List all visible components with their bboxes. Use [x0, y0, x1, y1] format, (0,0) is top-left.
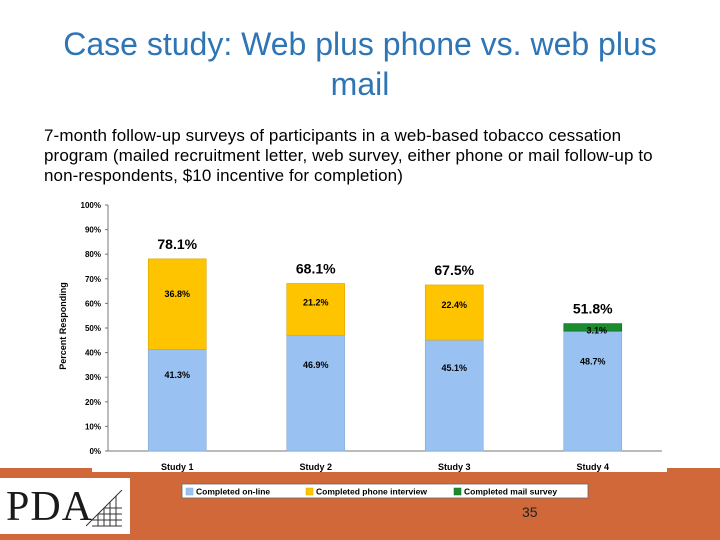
segment-data-label: 3.1% [586, 326, 607, 336]
legend-label: Completed on-line [196, 487, 270, 497]
legend-swatch [453, 487, 462, 496]
legend-label: Completed mail survey [464, 487, 557, 497]
y-tick-label: 20% [85, 398, 101, 407]
logo-text: PDA [6, 484, 94, 530]
y-tick-label: 100% [81, 201, 101, 210]
bar-total-label: 67.5% [434, 262, 474, 278]
bar-segment [286, 335, 346, 452]
legend-swatch [185, 487, 194, 496]
legend-swatch [305, 487, 314, 496]
segment-data-label: 45.1% [441, 363, 467, 373]
y-tick-label: 60% [85, 299, 101, 308]
x-category-label: Study 3 [438, 462, 471, 472]
legend-box [181, 483, 589, 499]
bar-segment [563, 323, 623, 332]
bar-total-label: 68.1% [296, 260, 336, 276]
bar-total-label: 51.8% [573, 301, 613, 317]
x-category-label: Study 1 [161, 462, 194, 472]
y-tick-label: 80% [85, 250, 101, 259]
bar-total-label: 78.1% [157, 236, 197, 252]
bar-segment [424, 284, 484, 341]
y-tick-label: 70% [85, 275, 101, 284]
y-tick-label: 0% [89, 447, 101, 456]
x-category-label: Study 4 [576, 462, 609, 472]
pda-logo: PDA [0, 478, 130, 534]
y-tick-label: 30% [85, 373, 101, 382]
slide-title: Case study: Web plus phone vs. web plus … [63, 26, 657, 102]
bar-segment [147, 349, 207, 452]
y-tick-label: 50% [85, 324, 101, 333]
bar-segment [563, 330, 623, 452]
y-tick-label: 40% [85, 349, 101, 358]
y-axis-label: Percent Responding [58, 282, 68, 370]
segment-data-label: 22.4% [441, 300, 467, 310]
y-tick-label: 10% [85, 422, 101, 431]
segment-data-label: 48.7% [580, 357, 606, 367]
segment-data-label: 36.8% [164, 289, 190, 299]
segment-data-label: 41.3% [164, 370, 190, 380]
slide-subtitle: 7-month follow-up surveys of participant… [44, 126, 653, 185]
bar-segment [147, 258, 207, 350]
page-number: 35 [522, 504, 538, 520]
segment-data-label: 21.2% [303, 297, 329, 307]
legend-label: Completed phone interview [316, 487, 427, 497]
segment-data-label: 46.9% [303, 360, 329, 370]
x-category-label: Study 2 [299, 462, 332, 472]
y-tick-label: 90% [85, 226, 101, 235]
logo-grid-icon [86, 490, 123, 527]
bar-segment [424, 339, 484, 452]
bar-segment [286, 283, 346, 336]
